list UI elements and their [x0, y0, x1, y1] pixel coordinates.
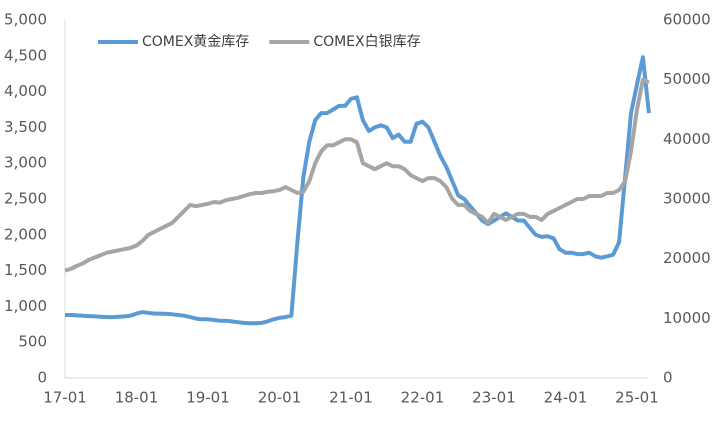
series-line — [65, 55, 651, 326]
y-tick-label: 500 — [18, 333, 47, 351]
y2-tick-label: 60000 — [663, 11, 711, 29]
y-tick-label: 2,500 — [4, 190, 47, 208]
y2-tick-label: 0 — [663, 369, 673, 387]
y2-tick-label: 30000 — [663, 190, 711, 208]
y-tick-label: 4,000 — [4, 82, 47, 100]
y2-tick-label: 10000 — [663, 309, 711, 327]
y2-tick-label: 50000 — [663, 70, 711, 88]
y-tick-label: 0 — [37, 369, 47, 387]
y-tick-label: 5,000 — [4, 11, 47, 29]
series-line — [64, 77, 650, 273]
y-tick-label: 1,000 — [4, 297, 47, 315]
y-tick-label: 1,500 — [4, 261, 47, 279]
y-tick-label: 3,000 — [4, 154, 47, 172]
x-tick-label: 20-01 — [258, 389, 302, 407]
x-tick-label: 25-01 — [615, 389, 659, 407]
y-tick-label: 2,000 — [4, 225, 47, 243]
x-tick-label: 18-01 — [115, 389, 159, 407]
x-tick-label: 19-01 — [186, 389, 230, 407]
x-tick-label: 22-01 — [401, 389, 445, 407]
legend-label: COMEX白银库存 — [313, 34, 420, 50]
y2-tick-label: 40000 — [663, 130, 711, 148]
y-tick-label: 3,500 — [4, 118, 47, 136]
legend-label: COMEX黄金库存 — [142, 33, 249, 50]
x-tick-label: 17-01 — [43, 389, 87, 407]
x-tick-label: 23-01 — [472, 389, 516, 407]
y-tick-label: 4,500 — [4, 46, 47, 64]
y2-tick-label: 20000 — [663, 249, 711, 267]
x-tick-label: 24-01 — [544, 389, 588, 407]
x-tick-label: 21-01 — [329, 389, 373, 407]
